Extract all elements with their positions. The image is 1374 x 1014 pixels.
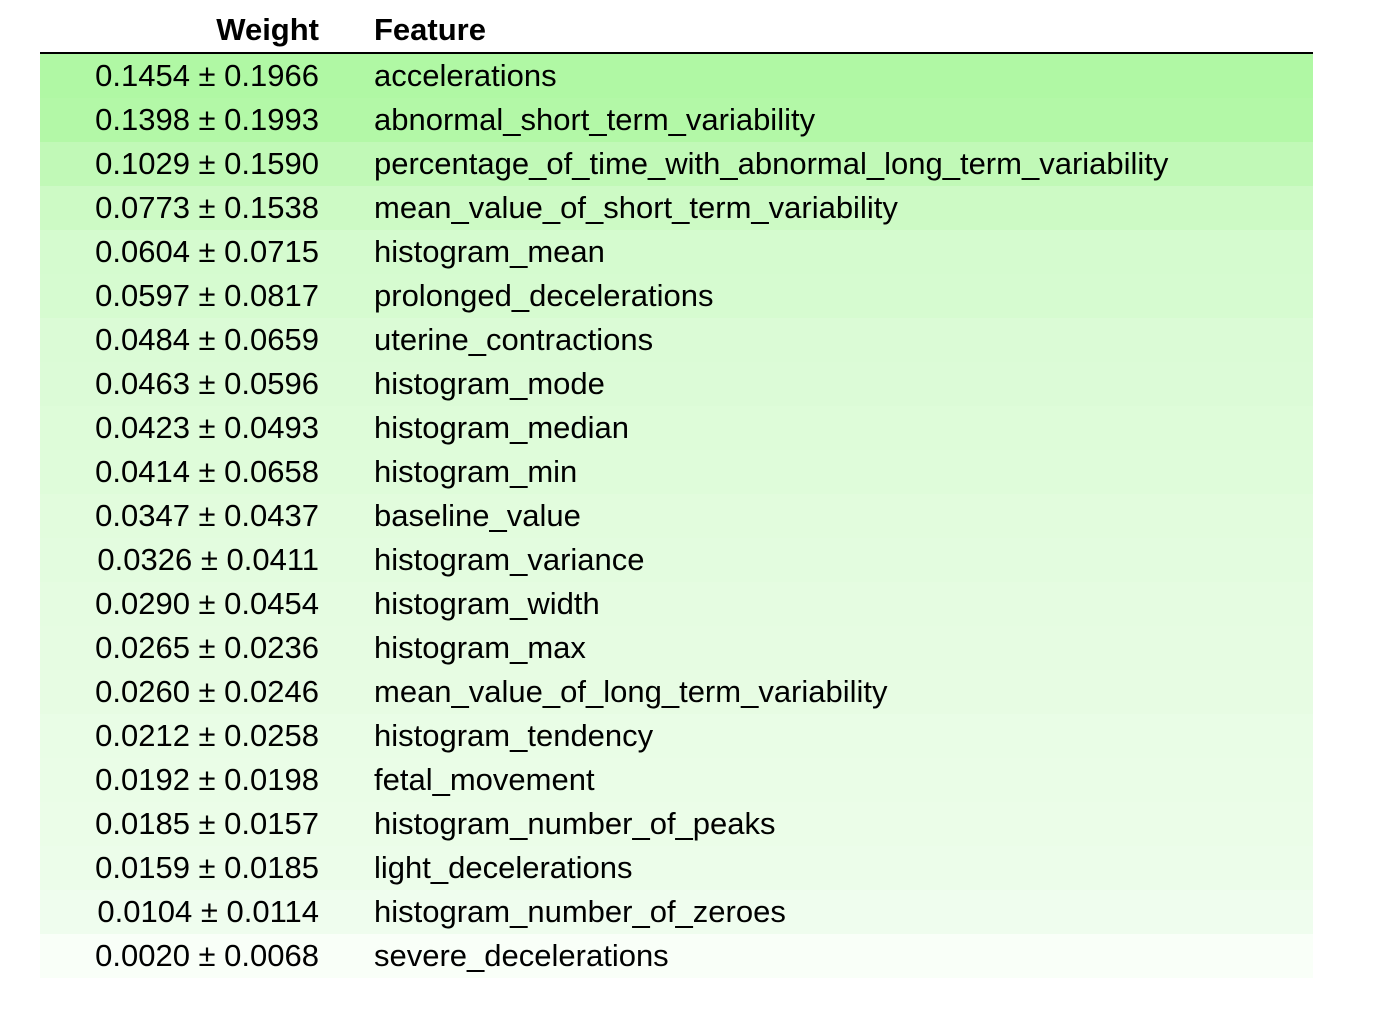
- weight-cell: 0.0212 ± 0.0258: [95, 718, 319, 753]
- table-row: 0.0212 ± 0.0258 histogram_tendency: [40, 714, 1313, 758]
- weight-cell: 0.0185 ± 0.0157: [95, 806, 319, 841]
- feature-cell: percentage_of_time_with_abnormal_long_te…: [374, 146, 1169, 181]
- table-header-row: Weight Feature: [40, 8, 1313, 54]
- table-row: 0.1454 ± 0.1966 accelerations: [40, 53, 1313, 98]
- table-row: 0.0020 ± 0.0068 severe_decelerations: [40, 934, 1313, 978]
- weight-cell: 0.0423 ± 0.0493: [95, 410, 319, 445]
- weight-cell: 0.0484 ± 0.0659: [95, 322, 319, 357]
- weight-cell: 0.0192 ± 0.0198: [95, 762, 319, 797]
- feature-cell: histogram_number_of_peaks: [374, 806, 776, 841]
- weight-cell: 0.0290 ± 0.0454: [95, 586, 319, 621]
- table-row: 0.0423 ± 0.0493 histogram_median: [40, 406, 1313, 450]
- table-row: 0.0773 ± 0.1538 mean_value_of_short_term_…: [40, 186, 1313, 230]
- table-row: 0.0597 ± 0.0817 prolonged_decelerations: [40, 274, 1313, 318]
- weight-cell: 0.0604 ± 0.0715: [95, 234, 319, 269]
- feature-cell: mean_value_of_short_term_variability: [374, 190, 898, 225]
- weight-cell: 0.0347 ± 0.0437: [95, 498, 319, 533]
- feature-cell: histogram_mean: [374, 234, 605, 269]
- table-row: 0.0414 ± 0.0658 histogram_min: [40, 450, 1313, 494]
- weight-cell: 0.1398 ± 0.1993: [95, 102, 319, 137]
- table-row: 0.0265 ± 0.0236 histogram_max: [40, 626, 1313, 670]
- feature-cell: light_decelerations: [374, 850, 633, 885]
- weight-cell: 0.0597 ± 0.0817: [95, 278, 319, 313]
- feature-cell: histogram_width: [374, 586, 600, 621]
- table-row: 0.1398 ± 0.1993 abnormal_short_term_varia…: [40, 98, 1313, 142]
- table-row: 0.0463 ± 0.0596 histogram_mode: [40, 362, 1313, 406]
- table-row: 0.0484 ± 0.0659 uterine_contractions: [40, 318, 1313, 362]
- feature-cell: histogram_min: [374, 454, 578, 489]
- feature-cell: histogram_median: [374, 410, 630, 445]
- feature-cell: histogram_number_of_zeroes: [374, 894, 786, 929]
- table-row: 0.0290 ± 0.0454 histogram_width: [40, 582, 1313, 626]
- feature-column-header: Feature: [335, 8, 1313, 54]
- feature-weights-table: Weight Feature 0.1454 ± 0.1966 accelerati…: [40, 8, 1313, 978]
- feature-cell: abnormal_short_term_variability: [374, 102, 816, 137]
- weight-cell: 0.0265 ± 0.0236: [95, 630, 319, 665]
- weight-cell: 0.0773 ± 0.1538: [95, 190, 319, 225]
- weight-cell: 0.0463 ± 0.0596: [95, 366, 319, 401]
- weight-cell: 0.0104 ± 0.0114: [97, 894, 319, 929]
- weight-cell: 0.0159 ± 0.0185: [95, 850, 319, 885]
- table-row: 0.0604 ± 0.0715 histogram_mean: [40, 230, 1313, 274]
- feature-cell: histogram_variance: [374, 542, 645, 577]
- table-row: 0.0159 ± 0.0185 light_decelerations: [40, 846, 1313, 890]
- weight-cell: 0.0020 ± 0.0068: [95, 938, 319, 973]
- feature-cell: fetal_movement: [374, 762, 595, 797]
- feature-cell: baseline_value: [374, 498, 581, 533]
- weight-column-header: Weight: [40, 8, 335, 54]
- table-row: 0.0185 ± 0.0157 histogram_number_of_peaks: [40, 802, 1313, 846]
- feature-cell: accelerations: [374, 58, 557, 93]
- feature-cell: histogram_max: [374, 630, 586, 665]
- table-row: 0.0347 ± 0.0437 baseline_value: [40, 494, 1313, 538]
- weight-cell: 0.1029 ± 0.1590: [95, 146, 319, 181]
- feature-cell: severe_decelerations: [374, 938, 669, 973]
- table-row: 0.1029 ± 0.1590 percentage_of_time_with_a…: [40, 142, 1313, 186]
- feature-cell: prolonged_decelerations: [374, 278, 714, 313]
- feature-cell: histogram_mode: [374, 366, 605, 401]
- feature-cell: uterine_contractions: [374, 322, 654, 357]
- feature-cell: histogram_tendency: [374, 718, 654, 753]
- weight-cell: 0.0414 ± 0.0658: [95, 454, 319, 489]
- table-row: 0.0192 ± 0.0198 fetal_movement: [40, 758, 1313, 802]
- weight-cell: 0.0326 ± 0.0411: [97, 542, 319, 577]
- weight-cell: 0.1454 ± 0.1966: [95, 58, 319, 93]
- table-row: 0.0326 ± 0.0411 histogram_variance: [40, 538, 1313, 582]
- weight-cell: 0.0260 ± 0.0246: [95, 674, 319, 709]
- table-row: 0.0260 ± 0.0246 mean_value_of_long_term_v…: [40, 670, 1313, 714]
- table-body: 0.1454 ± 0.1966 accelerations 0.1398 ± 0.1…: [40, 53, 1313, 978]
- table-row: 0.0104 ± 0.0114 histogram_number_of_zeroe…: [40, 890, 1313, 934]
- feature-cell: mean_value_of_long_term_variability: [374, 674, 888, 709]
